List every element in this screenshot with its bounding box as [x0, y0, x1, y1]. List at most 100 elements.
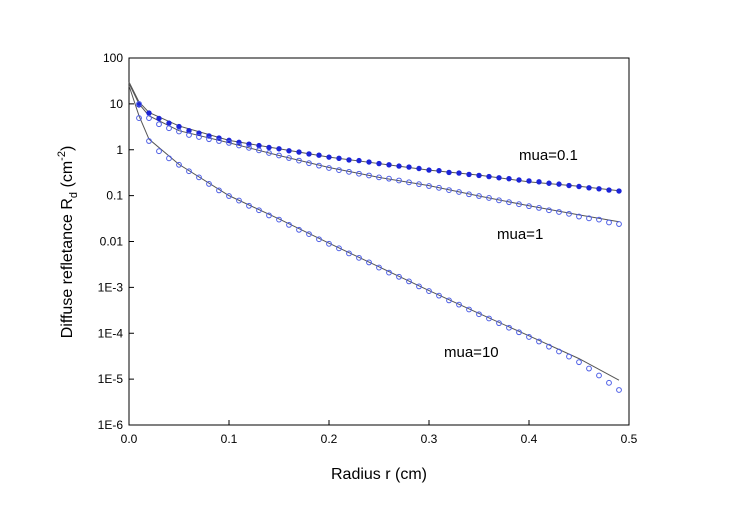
data-point: [606, 187, 612, 193]
y-axis-label: Diffuse refletance Rd (cm-2): [56, 146, 80, 339]
data-point: [516, 201, 522, 208]
data-point: [296, 157, 302, 164]
data-point: [536, 179, 542, 185]
data-point: [556, 209, 562, 215]
data-point: [146, 138, 152, 144]
data-point: [396, 177, 402, 184]
data-point: [256, 207, 262, 214]
y-tick-label: 0.01: [100, 235, 124, 249]
data-point: [216, 138, 222, 144]
data-point: [226, 140, 232, 146]
data-point: [566, 353, 572, 360]
data-point: [576, 183, 582, 190]
data-point: [546, 207, 552, 214]
data-point: [616, 188, 622, 194]
data-point: [546, 343, 552, 350]
data-point: [526, 203, 532, 210]
data-point: [366, 159, 372, 165]
data-point: [266, 144, 272, 151]
data-point: [326, 240, 332, 247]
data-point: [566, 210, 572, 217]
data-point: [276, 216, 282, 223]
data-point: [386, 175, 392, 182]
x-tick-label: 0.2: [321, 432, 338, 446]
data-point: [576, 359, 582, 366]
data-point: [296, 226, 302, 233]
data-point: [426, 167, 432, 173]
data-point: [616, 221, 622, 227]
data-point: [606, 379, 612, 386]
data-point: [146, 115, 152, 121]
data-point: [606, 219, 612, 226]
x-axis-label: Radius r (cm): [331, 466, 427, 483]
data-point: [166, 155, 172, 162]
data-point: [376, 160, 382, 167]
data-point: [526, 334, 532, 340]
y-tick-label: 100: [103, 51, 123, 65]
data-point: [156, 121, 162, 128]
data-point: [246, 202, 252, 209]
data-point: [466, 171, 472, 178]
model-line: [128, 85, 620, 381]
series-annotation: mua=1: [497, 226, 543, 243]
data-point: [406, 278, 412, 285]
data-point: [136, 115, 142, 121]
y-label-sup: -2: [56, 151, 68, 161]
data-point: [366, 259, 372, 266]
data-point: [416, 181, 422, 188]
y-tick-label: 1E-6: [98, 418, 124, 432]
data-point: [576, 213, 582, 220]
data-point: [596, 216, 602, 223]
data-point: [446, 187, 452, 193]
data-point: [436, 167, 442, 174]
y-tick-label: 1: [116, 143, 123, 157]
data-point: [466, 191, 472, 198]
data-point: [486, 195, 492, 201]
data-point: [236, 197, 242, 204]
y-tick-label: 1E-3: [98, 280, 124, 294]
x-tick-label: 0.3: [421, 432, 438, 446]
data-point: [156, 115, 162, 122]
data-point: [186, 168, 192, 175]
data-point: [476, 193, 482, 199]
y-tick-label: 10: [110, 97, 124, 111]
data-point: [306, 231, 312, 237]
data-point: [186, 132, 192, 138]
plot-frame: [128, 57, 630, 426]
data-point: [316, 236, 322, 243]
data-point: [526, 178, 532, 184]
data-point: [496, 175, 502, 181]
data-point: [346, 168, 352, 175]
data-point: [586, 185, 592, 191]
data-point: [476, 172, 482, 179]
data-point: [436, 184, 442, 191]
data-point: [276, 146, 282, 152]
data-point: [196, 174, 202, 181]
data-point: [446, 169, 452, 176]
data-point: [566, 182, 572, 189]
data-point: [356, 254, 362, 261]
data-point: [506, 199, 512, 206]
data-point: [536, 338, 542, 345]
data-point: [506, 324, 512, 331]
data-point: [556, 348, 562, 355]
y-tick-label: 0.1: [106, 189, 123, 203]
data-point: [246, 144, 252, 151]
data-point: [516, 177, 522, 183]
data-point: [256, 147, 262, 154]
data-point: [266, 212, 272, 219]
data-point: [296, 149, 302, 155]
y-label-sub: d: [68, 192, 80, 198]
data-point: [466, 306, 472, 313]
data-point: [136, 100, 142, 107]
x-tick-label: 0.1: [221, 432, 238, 446]
data-point: [386, 162, 392, 168]
data-point: [336, 245, 342, 252]
data-point: [226, 193, 232, 199]
y-label-text: Diffuse refletance R: [59, 198, 76, 338]
data-point: [286, 155, 292, 161]
data-point: [426, 288, 432, 294]
data-point: [536, 205, 542, 211]
data-point: [306, 151, 312, 157]
data-point: [206, 136, 212, 143]
